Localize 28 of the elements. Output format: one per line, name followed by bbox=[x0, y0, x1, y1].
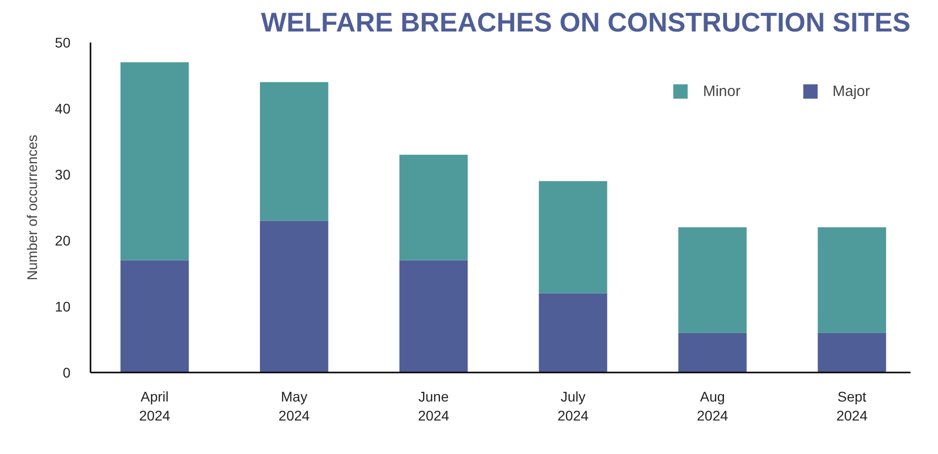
bar bbox=[818, 227, 886, 333]
chart-title: WELFARE BREACHES ON CONSTRUCTION SITES bbox=[260, 8, 910, 38]
legend-label: Minor bbox=[702, 82, 740, 100]
bar bbox=[538, 181, 608, 294]
bar bbox=[818, 332, 886, 372]
y-tick-label: 50 bbox=[54, 34, 71, 50]
bar bbox=[260, 220, 328, 372]
bar bbox=[120, 62, 189, 260]
legend-label: Major bbox=[832, 82, 870, 100]
x-tick-label: June 2024 bbox=[418, 388, 450, 424]
bar bbox=[678, 227, 747, 333]
x-tick-label: April 2024 bbox=[139, 388, 170, 424]
y-tick-label: 30 bbox=[54, 166, 71, 182]
y-tick-label: 40 bbox=[54, 100, 71, 116]
bar bbox=[678, 332, 747, 372]
x-tick-label: Sept 2024 bbox=[836, 388, 868, 424]
y-tick-label: 20 bbox=[54, 232, 71, 248]
x-tick-label: July 2024 bbox=[557, 388, 589, 424]
y-axis-title: Number of occurrences bbox=[24, 134, 40, 280]
bar bbox=[399, 154, 468, 260]
x-tick-label: Aug 2024 bbox=[696, 388, 728, 424]
y-tick-label: 10 bbox=[54, 298, 71, 314]
bar bbox=[120, 260, 189, 372]
y-tick-label: 0 bbox=[62, 364, 71, 380]
bar bbox=[538, 293, 608, 372]
bar bbox=[260, 82, 328, 221]
bar bbox=[399, 260, 468, 372]
x-tick-label: May 2024 bbox=[278, 388, 310, 424]
